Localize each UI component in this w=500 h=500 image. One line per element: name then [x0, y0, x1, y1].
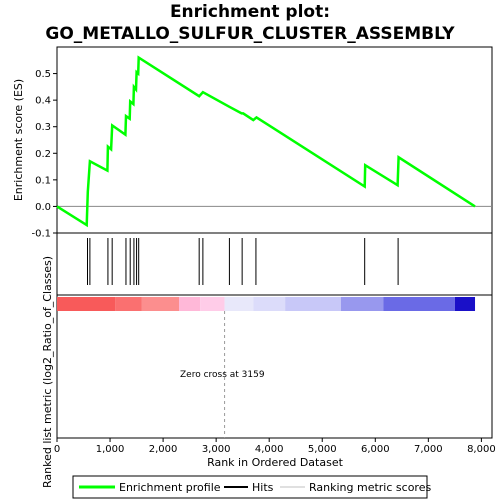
- x-tick-label: 2,000: [149, 444, 178, 455]
- metric-bar-segment: [57, 297, 116, 311]
- x-tick-label: 4,000: [255, 444, 284, 455]
- y-axis-label-top: Enrichment score (ES): [12, 79, 25, 201]
- legend-metric-label: Ranking metric scores: [309, 481, 431, 494]
- metric-plot-frame: [56, 294, 493, 439]
- ranking-metric-bar: [57, 297, 476, 311]
- x-tick-label: 7,000: [414, 444, 443, 455]
- y-tick-label: 0.3: [35, 122, 51, 133]
- y-axis-label-bottom: Ranked list metric (log2_Ratio_of_Classe…: [41, 256, 54, 488]
- x-tick-label: 8,000: [467, 444, 496, 455]
- zero-cross-annotation: Zero cross at 3159: [180, 370, 265, 380]
- chart-title-line2: GO_METALLO_SULFUR_CLUSTER_ASSEMBLY: [45, 24, 455, 44]
- y-tick-label: 0.2: [35, 149, 51, 160]
- enrichment-profile-line: [56, 55, 476, 228]
- metric-bar-segment: [340, 297, 384, 311]
- metric-bar-segment: [253, 297, 286, 311]
- y-axis-ticks: -0.1 0.0 0.1 0.2 0.3 0.4 0.5: [31, 69, 57, 240]
- metric-bar-segment: [115, 297, 142, 311]
- x-tick-label: 3,000: [202, 444, 231, 455]
- y-tick-label: 0.4: [35, 96, 51, 107]
- legend-hits-label: Hits: [252, 481, 274, 494]
- metric-bar-segment: [179, 297, 201, 311]
- metric-bar-segment: [200, 297, 225, 311]
- y-tick-label: 0.0: [35, 202, 51, 213]
- x-tick-label: 1,000: [96, 444, 125, 455]
- x-tick-label: 5,000: [308, 444, 337, 455]
- hits-plot-frame: [56, 232, 493, 296]
- metric-bar-segment: [454, 297, 476, 311]
- y-tick-label: 0.5: [35, 69, 51, 80]
- x-axis-label: Rank in Ordered Dataset: [207, 456, 344, 469]
- enrichment-profile-polyline: [56, 55, 476, 228]
- chart-title-line1: Enrichment plot:: [170, 2, 330, 22]
- y-tick-label: 0.1: [35, 175, 51, 186]
- es-plot-frame: [56, 46, 493, 234]
- x-tick-label: 0: [54, 444, 60, 455]
- hit-markers: [87, 238, 399, 285]
- metric-bar-segment: [224, 297, 254, 311]
- legend: Enrichment profile Hits Ranking metric s…: [72, 475, 431, 499]
- x-axis-ticks: 0 1,000 2,000 3,000 4,000 5,000 6,000 7,000 8,00…: [54, 438, 496, 455]
- legend-box: [72, 475, 428, 499]
- legend-enrichment-label: Enrichment profile: [119, 481, 221, 494]
- y-tick-label: -0.1: [31, 229, 51, 240]
- metric-bar-segment: [141, 297, 180, 311]
- metric-bar-segment: [383, 297, 455, 311]
- x-tick-label: 6,000: [361, 444, 390, 455]
- metric-bar-segment: [285, 297, 341, 311]
